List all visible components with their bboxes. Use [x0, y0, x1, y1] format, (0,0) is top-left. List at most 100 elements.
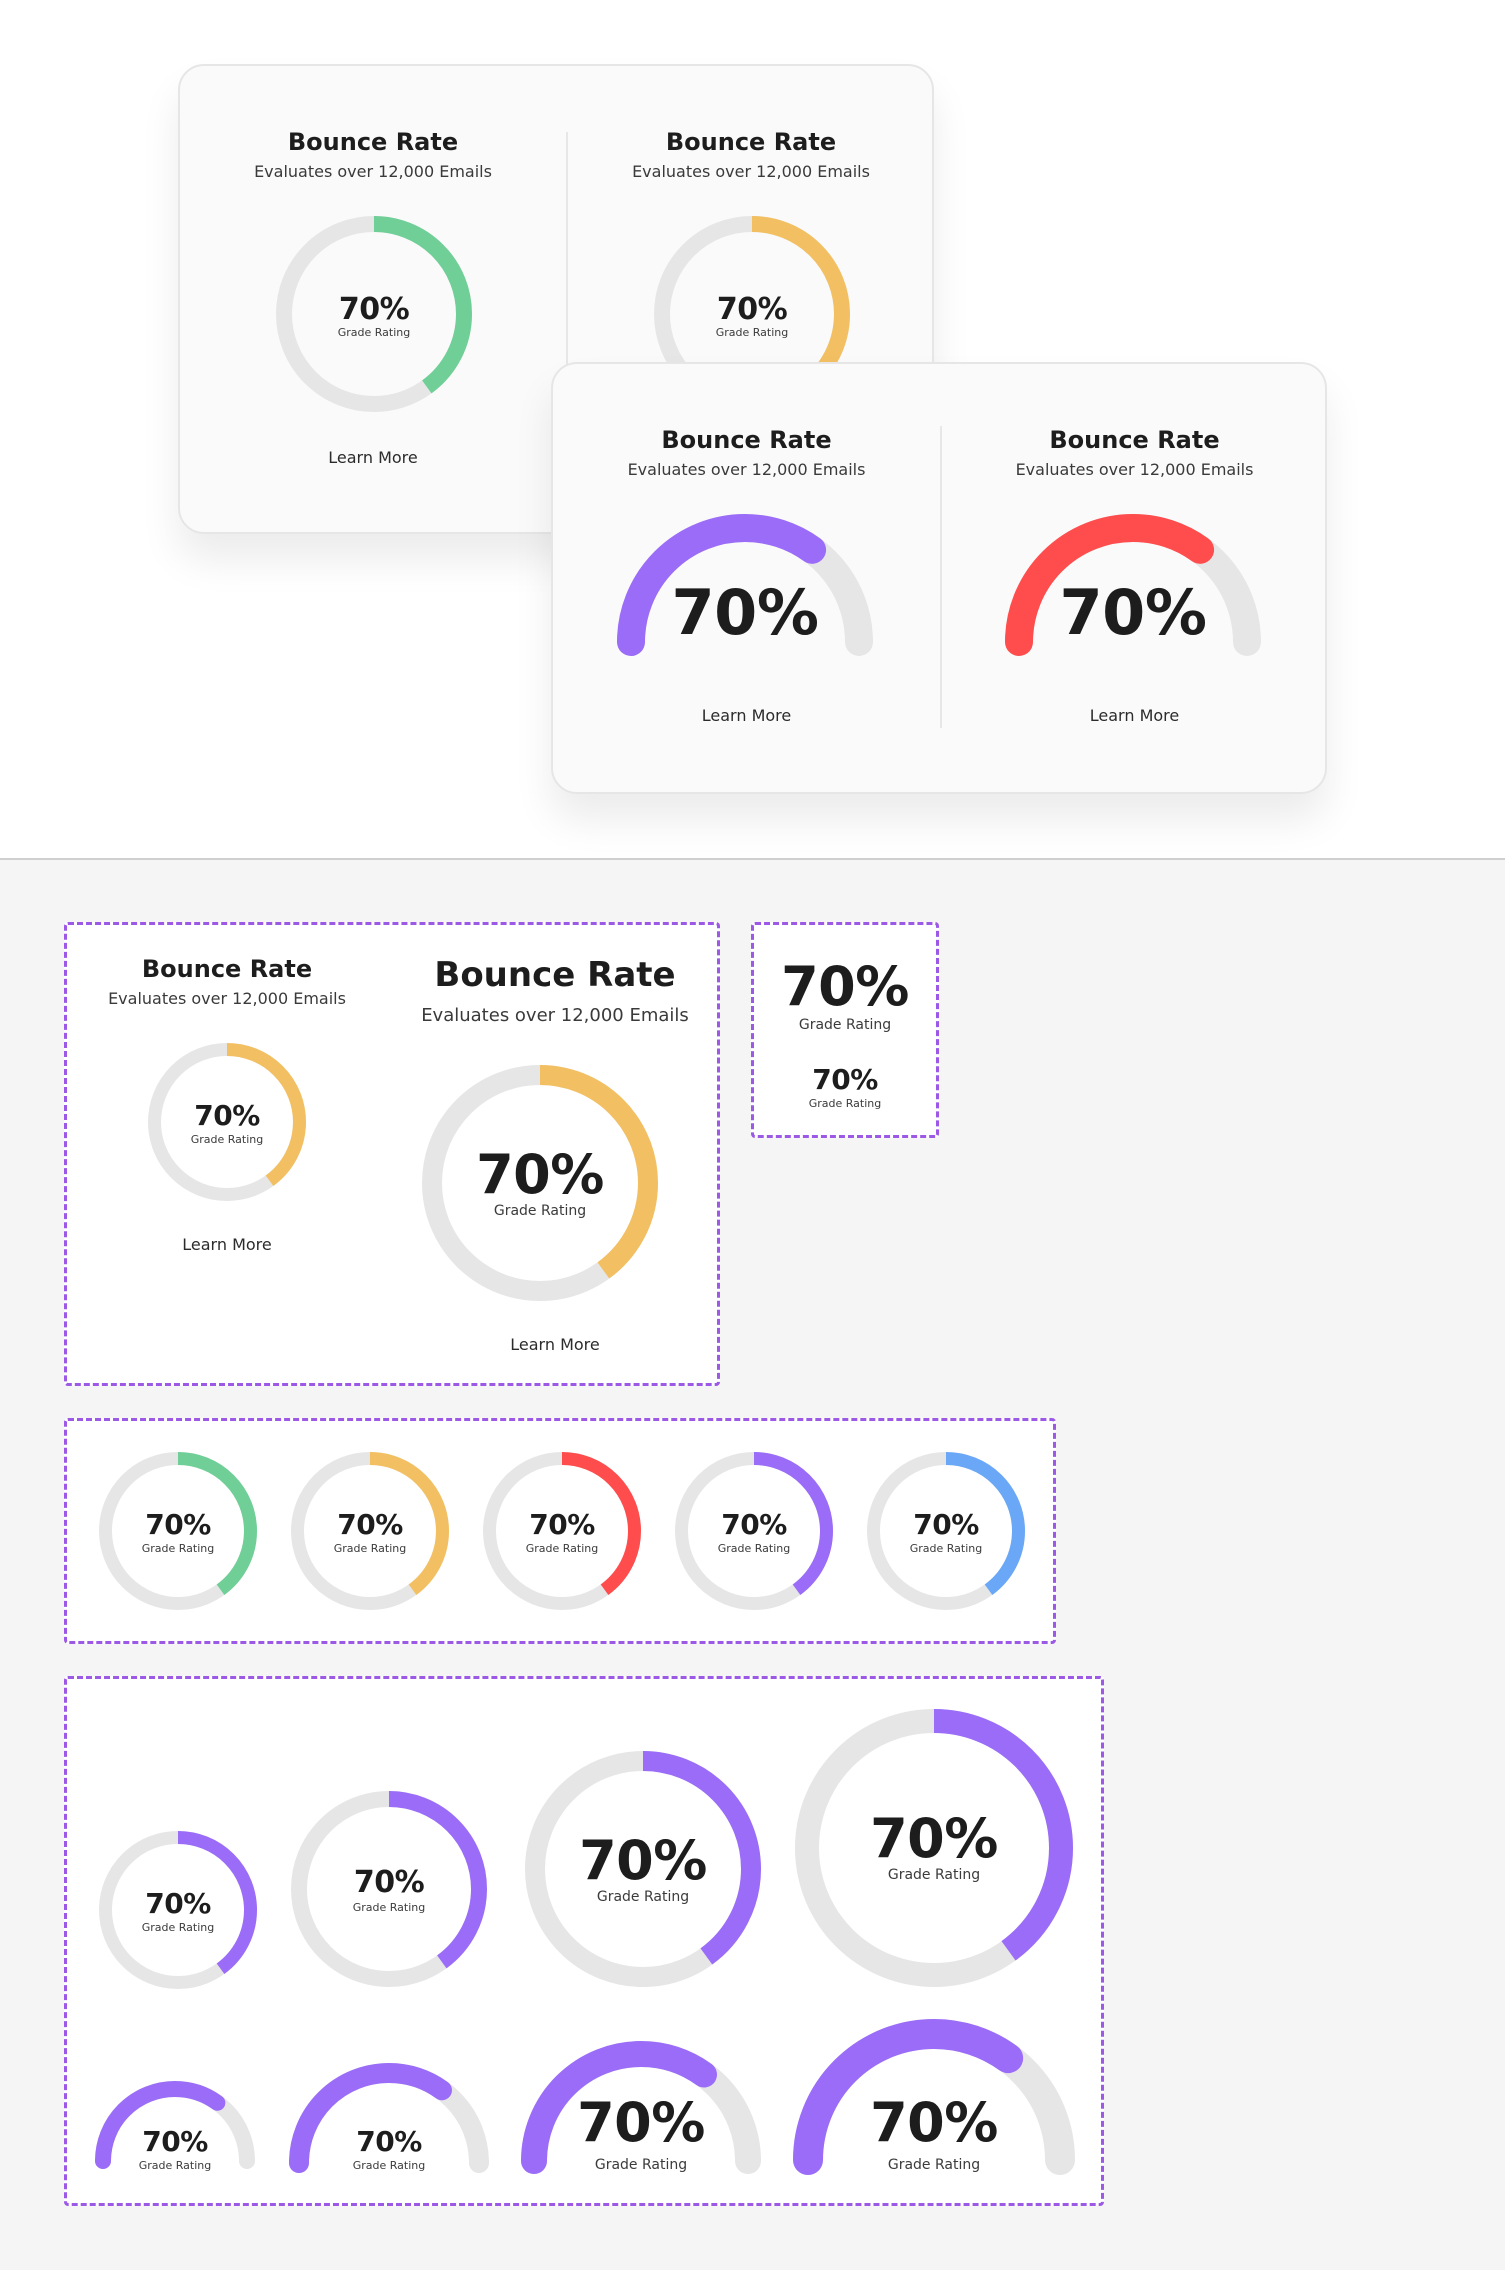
card-title: Bounce Rate [661, 426, 832, 454]
gauge-label: Grade Rating [190, 1133, 264, 1146]
gauge-svg [99, 1831, 257, 1989]
gauge-label: Grade Rating [909, 1542, 983, 1555]
gauge-progress [289, 2063, 489, 2173]
value-small: 70% [812, 1063, 878, 1096]
gauge-svg [525, 1751, 761, 1987]
semi-gauge: 70% [1005, 514, 1261, 670]
gauge-value: 70% [870, 2091, 998, 2154]
gauge-value: 70% [145, 1887, 211, 1920]
gauge-progress [617, 514, 873, 656]
gauge-label: Grade Rating [337, 326, 411, 339]
gauge-svg [793, 2019, 1075, 2175]
ring-gauge-green: 70% Grade Rating [99, 1452, 257, 1610]
ring-gauge: 70% Grade Rating [276, 216, 472, 412]
gauge-progress [95, 2081, 255, 2169]
gauge-value: 70% [353, 1865, 425, 1900]
gauge-progress [99, 1452, 257, 1610]
gauge-value: 70% [577, 2091, 705, 2154]
gauge-label: Grade Rating [352, 2159, 426, 2172]
gauge-svg [99, 1452, 257, 1610]
card-title: Bounce Rate [287, 128, 459, 156]
card-divider [940, 426, 942, 728]
ring-gauge-purple: 70% Grade Rating [675, 1452, 833, 1610]
learn-more-link[interactable]: Learn More [701, 706, 792, 725]
gauge-progress [867, 1452, 1025, 1610]
gauge-svg [289, 2063, 489, 2173]
gauge-svg [291, 1791, 487, 1987]
gauge-value: 70% [145, 1508, 211, 1541]
gauge-value: 70% [142, 2125, 208, 2158]
gauge-progress [654, 216, 850, 412]
gauge-progress [291, 1791, 487, 1987]
ring-gauge-yellow: 70% Grade Rating [291, 1452, 449, 1610]
card-title: Bounce Rate [665, 128, 837, 156]
gauge-label: Grade Rating [715, 326, 789, 339]
gauge-value: 70% [721, 1508, 787, 1541]
learn-more-link[interactable]: Learn More [182, 1235, 272, 1254]
learn-more-link[interactable]: Learn More [1089, 706, 1180, 725]
ring-gauge-red: 70% Grade Rating [483, 1452, 641, 1610]
card-divider [566, 132, 568, 452]
gauge-label: Grade Rating [717, 1542, 791, 1555]
gauge-value: 70% [476, 1143, 604, 1206]
gauge-progress [521, 2041, 761, 2174]
ring-gauge-sm: 70% Grade Rating [291, 1791, 487, 1987]
semi-gauge-sm: 70% Grade Rating [289, 2063, 489, 2181]
card-title: Bounce Rate [141, 955, 313, 983]
card-subtitle: Evaluates over 12,000 Emails [108, 989, 346, 1008]
gauge-svg [867, 1452, 1025, 1610]
gauge-progress [483, 1452, 641, 1610]
gauge-label: Grade Rating [141, 1542, 215, 1555]
ring-gauge: 70% Grade Rating [422, 1065, 658, 1301]
gauge-value: 70% [194, 1099, 260, 1132]
gauge-svg [276, 216, 472, 412]
gauge-progress [795, 1709, 1073, 1987]
gauge-progress [99, 1831, 257, 1989]
bounce-rate-card-semi: Bounce Rate Evaluates over 12,000 Emails… [551, 362, 1327, 794]
gauge-label: Grade Rating [333, 1542, 407, 1555]
ring-gauge-xs: 70% Grade Rating [99, 1831, 257, 1989]
gauge-svg [1005, 514, 1261, 656]
card-subtitle: Evaluates over 12,000 Emails [632, 162, 870, 181]
gauge-value: 70% [913, 1508, 979, 1541]
frame-value-variants: 70% Grade Rating 70% Grade Rating [751, 922, 939, 1138]
gauge-svg [148, 1043, 306, 1201]
card-subtitle: Evaluates over 12,000 Emails [421, 1005, 689, 1026]
gauge-svg [483, 1452, 641, 1610]
gauge-svg [422, 1065, 658, 1301]
ring-gauge: 70% Grade Rating [148, 1043, 306, 1201]
gauge-progress [1005, 514, 1261, 656]
gauge-progress [675, 1452, 833, 1610]
value-large-label: Grade Rating [798, 1017, 892, 1033]
card-subtitle: Evaluates over 12,000 Emails [627, 460, 866, 479]
gauge-label: Grade Rating [141, 1921, 215, 1934]
gauge-label: Grade Rating [594, 2157, 688, 2173]
gauge-label: Grade Rating [138, 2159, 212, 2172]
gauge-value: 70% [337, 1508, 403, 1541]
learn-more-link[interactable]: Learn More [328, 448, 418, 467]
gauge-progress [291, 1452, 449, 1610]
gauge-label: Grade Rating [596, 1889, 690, 1905]
semi-gauge-xs: 70% Grade Rating [95, 2081, 255, 2181]
card-subtitle: Evaluates over 12,000 Emails [1015, 460, 1254, 479]
gauge-value: 70% [870, 1807, 998, 1870]
gauge-value: 70% [338, 292, 410, 327]
semi-gauge: 70% [617, 514, 873, 670]
gauge-value: 70% [529, 1508, 595, 1541]
semi-gauge-md: 70% Grade Rating [521, 2041, 761, 2181]
gauge-svg [521, 2041, 761, 2174]
gauge-progress [793, 2019, 1075, 2175]
gauge-label: Grade Rating [525, 1542, 599, 1555]
gauge-progress [422, 1065, 658, 1301]
gauge-svg [675, 1452, 833, 1610]
gauge-label: Grade Rating [887, 2157, 981, 2173]
gauge-svg [95, 2081, 255, 2169]
learn-more-link[interactable]: Learn More [510, 1335, 600, 1354]
gauge-label: Grade Rating [493, 1203, 587, 1219]
gauge-svg [617, 514, 873, 656]
frame-size-variants: 70% Grade Rating 70% Grade Rating 70% Gr… [64, 1676, 1104, 2206]
section-divider [0, 858, 1505, 860]
ring-gauge-md: 70% Grade Rating [525, 1751, 761, 1987]
gauge-label: Grade Rating [887, 1867, 981, 1883]
card-title: Bounce Rate [1049, 426, 1220, 454]
